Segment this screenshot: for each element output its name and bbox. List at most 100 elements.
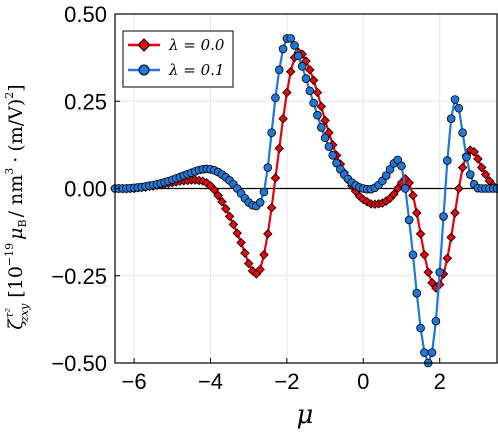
series-1-point-74 (393, 155, 402, 165)
y-title-nm-exp: 3 (3, 168, 16, 175)
y-title-bracket-close: ] (5, 84, 27, 91)
series-0-point-42 (270, 173, 281, 183)
series-1-point-76 (401, 184, 410, 193)
series-1-point-85 (435, 267, 445, 277)
series-0-point-39 (259, 250, 269, 260)
series-1-point-38 (255, 198, 265, 207)
series-0-point-28 (217, 196, 227, 207)
y-title-mv-exp: 2 (3, 92, 16, 99)
series-0-point-45 (282, 87, 292, 98)
series-1-point-48 (294, 51, 303, 61)
series-1-point-46 (286, 34, 296, 43)
series-1-point-51 (305, 86, 315, 96)
series-0-point-32 (232, 228, 243, 238)
y-tick-label-1: 0.25 (64, 89, 107, 114)
series-1-point-83 (427, 348, 437, 357)
y-title-exp: −19 (3, 243, 16, 266)
y-tick-label-3: −0.25 (51, 264, 107, 289)
plot-series (110, 34, 498, 368)
series-0-point-46 (285, 66, 296, 77)
x-tick-label-2: −2 (274, 369, 299, 394)
series-0-point-29 (221, 203, 231, 214)
series-0-point-83 (427, 277, 437, 288)
series-1-point-93 (465, 170, 475, 179)
series-1-point-49 (297, 62, 307, 71)
series-1-point-40 (263, 163, 273, 172)
series-0-point-74 (392, 183, 403, 194)
series-1-point-56 (324, 142, 334, 151)
series-0-point-53 (312, 87, 323, 98)
series-1-point-43 (274, 65, 284, 75)
series-1-point-87 (443, 156, 452, 165)
series-1-point-53 (313, 110, 322, 120)
series-1-point-44 (278, 44, 288, 54)
series-0-point-54 (316, 101, 327, 112)
series-1-point-79 (412, 288, 422, 298)
series-0-point-44 (278, 113, 288, 124)
series-1-point-75 (397, 161, 406, 171)
series-1-point-86 (439, 212, 448, 221)
series-0-point-81 (419, 250, 430, 260)
series-0-point-97 (480, 169, 491, 180)
series-1-point-77 (404, 215, 414, 225)
series-1-point-57 (328, 151, 338, 160)
series-1-point-78 (408, 250, 418, 260)
x-tick-label-0: −6 (122, 369, 147, 394)
y-axis-title: ζτ² zxy [10−19 μB/ nm3 · (m/V)2] (3, 84, 31, 329)
series-1-point-39 (259, 187, 269, 197)
y-tick-label-4: −0.50 (51, 351, 107, 376)
y-title-zeta-sup: τ² (3, 308, 16, 319)
series-1-point-88 (446, 114, 456, 123)
series-0-point-90 (454, 183, 464, 194)
y-tick-label-2: 0.00 (64, 177, 107, 202)
x-tick-label-1: −4 (198, 369, 223, 394)
series-0-point-52 (308, 75, 319, 86)
series-1-point-80 (416, 323, 425, 333)
y-title-ten: 10 (5, 266, 27, 290)
series-1-point-52 (309, 98, 318, 108)
series-1-point-92 (462, 152, 471, 162)
series-1 (110, 34, 498, 368)
series-0-point-82 (423, 267, 434, 278)
legend-label-series-0: λ = 0.0 (168, 36, 225, 54)
series-0-point-80 (415, 229, 426, 239)
y-title-per-nm: / nm (5, 175, 27, 218)
y-title-mu-sub: B (16, 219, 29, 227)
series-0-point-34 (240, 248, 250, 258)
legend-box (122, 30, 234, 88)
series-1-point-50 (301, 74, 311, 83)
series-0-point-30 (224, 211, 235, 222)
x-axis-title: μ (297, 400, 314, 430)
series-0-point-40 (263, 229, 273, 239)
series-1-point-58 (332, 158, 341, 168)
y-title-mu: μ (5, 228, 27, 240)
legend-label-series-1: λ = 0.1 (168, 61, 224, 79)
series-0-point-38 (255, 264, 265, 275)
series-1-point-47 (290, 41, 299, 50)
series-0-point-79 (412, 208, 422, 218)
series-0-point-94 (469, 147, 479, 157)
x-tick-label-4: 2 (434, 369, 446, 394)
series-0-point-78 (408, 190, 418, 201)
y-title-mv: (m/V) (5, 99, 27, 152)
series-0-point-27 (213, 190, 223, 201)
x-tick-label-3: 0 (357, 369, 369, 394)
series-1-point-41 (267, 128, 276, 137)
legend-marker-series-1 (138, 64, 150, 76)
series-0-point-96 (476, 162, 487, 173)
series-0-point-33 (236, 237, 246, 248)
series-0-point-43 (274, 143, 285, 154)
series-0-point-51 (305, 65, 315, 75)
axis-ticks: −6 −4 −2 0 2 0.50 0.25 0.00 −0.25 −0.50 (51, 2, 445, 394)
series-0-point-31 (228, 219, 239, 230)
series-0-point-35 (243, 258, 254, 269)
series-0-point-88 (446, 232, 456, 243)
series-1-point-71 (381, 171, 391, 180)
series-1-point-84 (431, 316, 441, 326)
series-0-point-95 (473, 154, 483, 164)
series-0-point-89 (450, 208, 460, 218)
series-1-point-89 (450, 95, 460, 104)
y-title-zeta: ζ (5, 318, 27, 330)
